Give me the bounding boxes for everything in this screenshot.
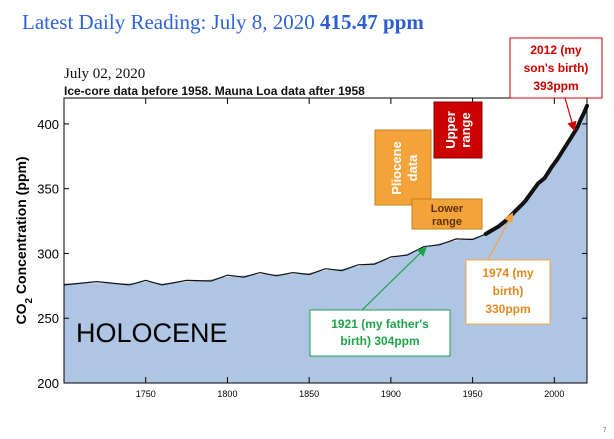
son-box [509, 37, 603, 99]
y-axis-label: CO2 Concentration (ppm) [13, 156, 35, 324]
y-tick-label: 300 [37, 246, 59, 261]
chart-date: July 02, 2020 [64, 66, 146, 82]
y-tick-label: 400 [37, 117, 59, 132]
y-tick-label: 200 [37, 376, 59, 391]
x-tick-label: 1850 [299, 389, 319, 399]
pliocene-box [374, 129, 432, 206]
upper-range-label: Upperrange [443, 111, 473, 149]
pliocene-label: Pliocenedata [389, 141, 420, 194]
y-tick-label: 250 [37, 311, 59, 326]
father-label: 1921 (my father's birth) 304ppm [331, 317, 429, 348]
x-tick-label: 1900 [381, 389, 401, 399]
lower-range-label: Lower range [431, 203, 464, 228]
co2-area-fill [64, 105, 587, 384]
latest-reading-title: Latest Daily Reading: July 8, 2020 415.4… [22, 10, 424, 35]
son-label: 2012 (my son's birth) 393ppm [524, 43, 589, 93]
father-box [309, 309, 451, 357]
me-box [465, 259, 551, 325]
holocene-label: HOLOCENE [76, 318, 228, 348]
lower-range-box [411, 198, 483, 230]
chart-subtitle: Ice-core data before 1958. Mauna Loa dat… [64, 84, 365, 98]
latest-reading-value: 415.47 ppm [320, 10, 424, 34]
x-tick-label: 1950 [463, 389, 483, 399]
page-number: 7 [603, 428, 607, 434]
upper-range-box [433, 101, 483, 159]
x-tick-label: 1750 [136, 389, 156, 399]
x-tick-label: 2000 [544, 389, 564, 399]
me-arrow [487, 212, 513, 261]
y-tick-label: 350 [37, 182, 59, 197]
latest-reading-label: Latest Daily Reading: July 8, 2020 [22, 10, 315, 34]
x-tick-label: 1800 [217, 389, 237, 399]
plot-frame [63, 97, 588, 384]
father-arrow [359, 246, 427, 313]
me-label: 1974 (my birth) 330ppm [482, 266, 534, 316]
son-arrow [564, 97, 577, 132]
